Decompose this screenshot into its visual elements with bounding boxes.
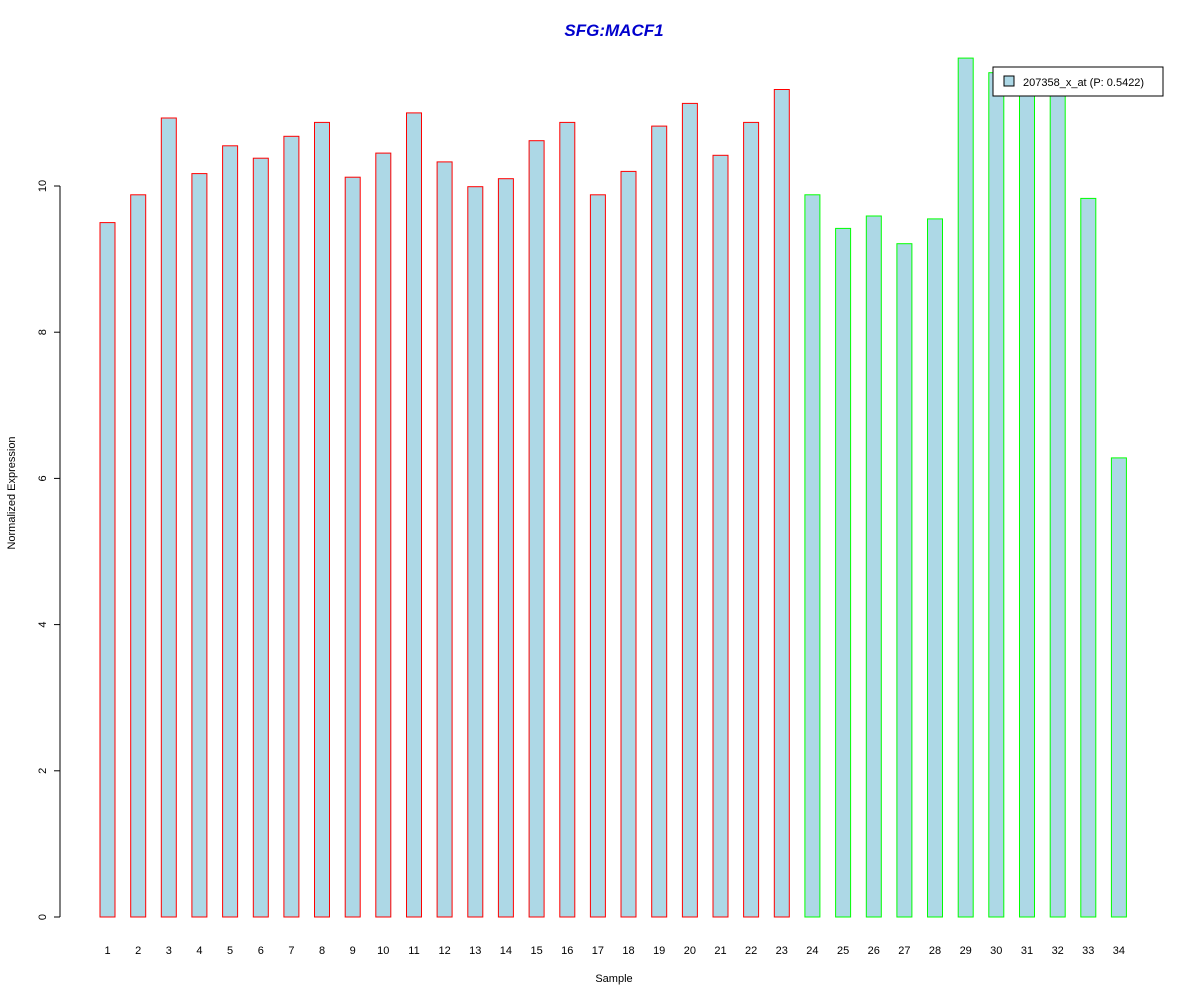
bar-sample-4 — [191, 173, 208, 918]
x-tick-label: 17 — [592, 945, 604, 957]
x-tick-label: 6 — [258, 945, 264, 957]
bar-sample-9 — [344, 176, 361, 918]
bar-sample-33 — [1080, 197, 1097, 918]
bars — [99, 57, 1127, 918]
bar-sample-17 — [589, 194, 606, 918]
y-tick-label: 6 — [37, 475, 49, 481]
bar-sample-11 — [406, 112, 422, 918]
x-tick-label: 18 — [622, 945, 634, 957]
x-tick-label: 30 — [990, 945, 1002, 957]
bar-sample-5 — [222, 145, 239, 918]
bar-sample-6 — [252, 157, 269, 918]
bar-sample-30 — [988, 72, 1005, 918]
legend: 207358_x_at (P: 0.5422) — [992, 66, 1164, 97]
bar-sample-24 — [804, 194, 821, 918]
bar-sample-23 — [773, 89, 790, 918]
x-tick-label: 33 — [1082, 945, 1094, 957]
legend-swatch — [1003, 75, 1015, 87]
bar-sample-10 — [375, 152, 392, 918]
x-tick-label: 16 — [561, 945, 573, 957]
x-tick-label: 2 — [135, 945, 141, 957]
bar-sample-3 — [160, 117, 177, 918]
bar-sample-8 — [314, 121, 330, 918]
y-axis-label: Normalized Expression — [6, 436, 18, 549]
bar-sample-20 — [681, 102, 698, 918]
x-tick-labels: 1 2 3 4 5 6 7 8 9 10 11 12 13 14 15 16 17 18 19 20 21 22 23 24 2… — [104, 945, 1125, 957]
x-tick-label: 8 — [319, 945, 325, 957]
x-tick-label: 9 — [350, 945, 356, 957]
bar-sample-29 — [957, 57, 974, 918]
bar-sample-15 — [528, 140, 545, 918]
x-tick-label: 24 — [806, 945, 818, 957]
y-tick-label: 2 — [37, 768, 49, 774]
x-tick-label: 32 — [1052, 945, 1064, 957]
legend-box — [992, 66, 1164, 97]
y-tick-label: 10 — [37, 180, 49, 192]
y-tick-label: 4 — [37, 622, 49, 628]
x-axis-label: Sample — [595, 973, 632, 985]
bar-sample-13 — [467, 186, 484, 918]
x-tick-label: 26 — [868, 945, 880, 957]
x-tick-label: 10 — [377, 945, 389, 957]
bar-sample-2 — [130, 194, 147, 918]
bar-sample-1 — [99, 222, 116, 918]
x-tick-label: 4 — [196, 945, 202, 957]
x-tick-label: 28 — [929, 945, 941, 957]
bar-sample-26 — [865, 215, 882, 918]
x-tick-label: 3 — [166, 945, 172, 957]
bar-sample-21 — [712, 154, 729, 918]
x-tick-label: 21 — [714, 945, 726, 957]
bar-sample-19 — [651, 125, 668, 918]
bar-sample-16 — [559, 121, 576, 918]
x-tick-label: 12 — [438, 945, 450, 957]
x-tick-label: 1 — [104, 945, 110, 957]
bar-sample-27 — [896, 243, 913, 918]
y-tick-label: 0 — [37, 914, 49, 920]
x-tick-label: 5 — [227, 945, 233, 957]
bar-sample-32 — [1049, 90, 1066, 918]
bar-sample-18 — [620, 170, 637, 918]
x-tick-label: 11 — [408, 945, 419, 957]
y-axis: 0 2 4 6 8 10 — [37, 180, 61, 920]
x-tick-label: 14 — [500, 945, 512, 957]
chart-title: SFG:MACF1 — [564, 21, 663, 40]
x-tick-label: 7 — [288, 945, 294, 957]
x-tick-label: 34 — [1113, 945, 1125, 957]
bar-sample-14 — [497, 178, 514, 918]
y-tick-label: 8 — [37, 329, 49, 335]
bar-sample-7 — [283, 135, 300, 918]
bar-sample-22 — [743, 121, 760, 918]
bar-sample-34 — [1110, 457, 1127, 918]
x-tick-label: 25 — [837, 945, 849, 957]
x-tick-label: 27 — [898, 945, 910, 957]
x-tick-label: 22 — [745, 945, 757, 957]
x-tick-label: 19 — [653, 945, 665, 957]
x-tick-label: 20 — [684, 945, 696, 957]
bar-sample-25 — [835, 227, 852, 918]
bar-sample-12 — [436, 161, 453, 918]
x-tick-label: 23 — [776, 945, 788, 957]
bar-sample-28 — [927, 218, 943, 918]
x-tick-label: 29 — [960, 945, 972, 957]
legend-label: 207358_x_at (P: 0.5422) — [1023, 77, 1144, 89]
x-tick-label: 13 — [469, 945, 481, 957]
bar-sample-31 — [1019, 90, 1035, 918]
x-tick-label: 15 — [530, 945, 542, 957]
x-tick-label: 31 — [1021, 945, 1033, 957]
